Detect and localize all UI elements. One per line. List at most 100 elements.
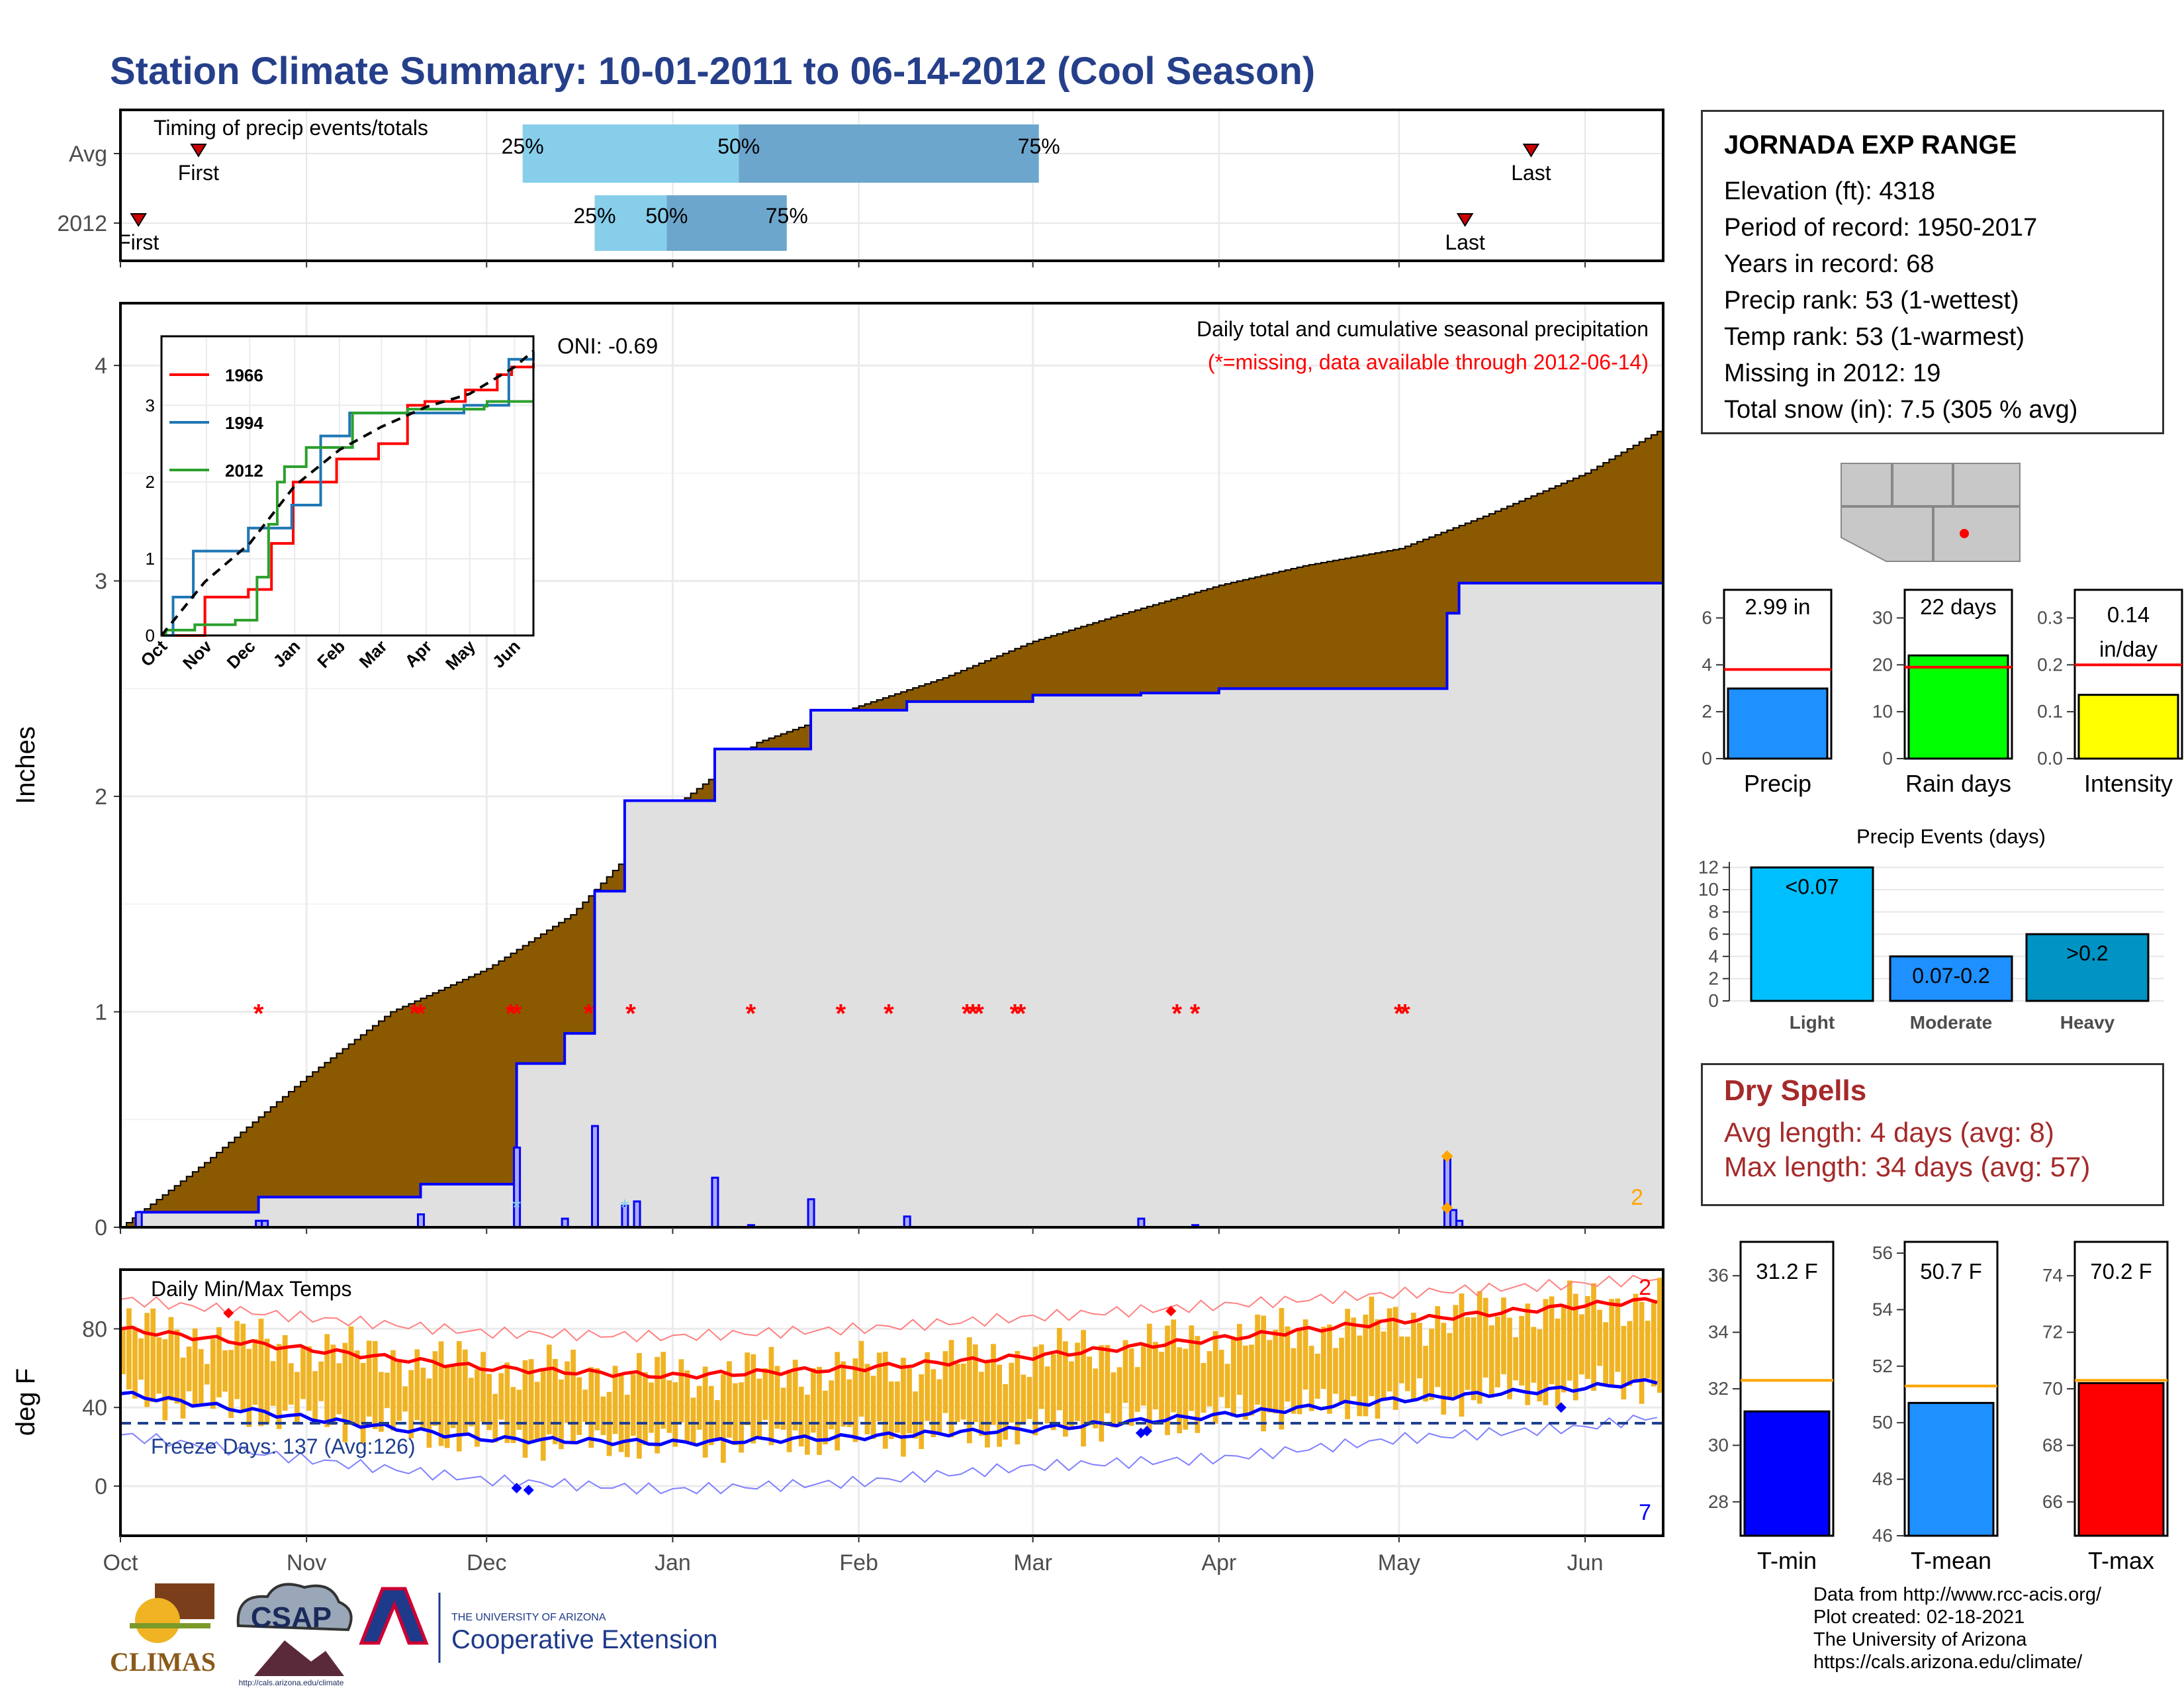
intensity-y-tick-label: 0.1	[2037, 701, 2063, 722]
daily-temp-bar	[1585, 1295, 1590, 1380]
rain-days-label: Rain days	[1905, 770, 2011, 797]
daily-temp-bar	[756, 1378, 762, 1437]
daily-temp-bar	[733, 1383, 738, 1446]
rain-days-y-tick-label: 0	[1882, 748, 1893, 769]
daily-temp-bar	[390, 1350, 396, 1431]
footer-data-source: Data from http://www.rcc-acis.org/	[1813, 1584, 2102, 1605]
daily-temp-bar	[841, 1361, 846, 1427]
daily-temp-bar	[643, 1372, 648, 1446]
daily-temp-bar	[690, 1397, 696, 1446]
temp-y-tick-label: 80	[82, 1317, 107, 1342]
timing-marker-label: First	[178, 161, 219, 185]
daily-temp-bar	[1465, 1317, 1471, 1390]
daily-temp-bar	[1087, 1356, 1092, 1426]
daily-temp-bar	[216, 1327, 222, 1397]
daily-temp-bar	[1627, 1321, 1633, 1386]
partner-logos: CLIMAS CSAP http://cals.arizona.edu/climat…	[110, 1583, 717, 1687]
daily-temp-bar	[1122, 1340, 1128, 1403]
daily-temp-bar	[1201, 1363, 1206, 1413]
daily-temp-bar	[1537, 1329, 1543, 1401]
daily-temp-bar	[811, 1368, 816, 1433]
precip-total-value-bar	[1727, 687, 1829, 760]
daily-precip-bar	[807, 1198, 815, 1229]
daily-temp-bar	[1243, 1345, 1248, 1420]
daily-temp-bar	[1285, 1326, 1291, 1402]
month-tick-label: Nov	[287, 1550, 326, 1575]
timing-bar-25-50	[594, 195, 667, 251]
temp-y-axis-label: deg F	[11, 1368, 40, 1436]
temp-mean-y-tick-label: 48	[1872, 1469, 1893, 1489]
temp-max-y-tick-label: 74	[2042, 1265, 2063, 1286]
daily-temp-bar	[1081, 1330, 1086, 1447]
daily-temp-bar	[330, 1344, 336, 1425]
daily-temp-bar	[1291, 1348, 1297, 1414]
daily-temp-bar	[120, 1329, 126, 1375]
daily-temp-bar	[1134, 1367, 1140, 1412]
rain-days-value-bar	[1907, 654, 2009, 760]
timing-marker-icon	[1456, 213, 1474, 227]
daily-temp-bar	[1177, 1347, 1183, 1434]
daily-temp-bar	[1531, 1327, 1537, 1383]
inset-y-tick-label: 2	[146, 472, 155, 492]
daily-temp-bar	[618, 1375, 624, 1452]
daily-temp-bar	[660, 1352, 666, 1429]
daily-temp-bar	[745, 1352, 750, 1425]
daily-temp-bar	[1056, 1328, 1062, 1411]
daily-temp-bar	[475, 1369, 480, 1447]
daily-temp-bar	[895, 1381, 900, 1433]
daily-temp-bar	[1003, 1383, 1009, 1440]
temp-summary-value-label: 31.2 F	[1756, 1259, 1818, 1284]
month-tick-label: Jan	[655, 1550, 691, 1575]
daily-temp-bar	[559, 1379, 564, 1450]
temp-max-value-bar	[2077, 1382, 2165, 1537]
daily-temp-bar	[637, 1352, 642, 1459]
missing-note: (*=missing, data available through 2012-…	[1208, 350, 1649, 374]
daily-temp-bar	[306, 1346, 312, 1411]
precip-corner-count: 2	[1631, 1185, 1643, 1210]
station-snow: Total snow (in): 7.5 (305 % avg)	[1724, 396, 2078, 424]
avg-min-line	[120, 1378, 1658, 1447]
daily-temp-bar	[444, 1366, 450, 1448]
state-utah	[1892, 463, 1953, 506]
daily-temp-bar	[864, 1364, 870, 1434]
precip-panel-title: Daily total and cumulative seasonal prec…	[1197, 317, 1649, 341]
daily-temp-bar	[402, 1386, 408, 1412]
footer-created: Plot created: 02-18-2021	[1813, 1607, 2025, 1628]
daily-temp-bar	[504, 1362, 510, 1443]
temp-min-y-tick-label: 36	[1708, 1265, 1729, 1286]
daily-temp-bar	[1603, 1322, 1609, 1387]
daily-temp-bar	[829, 1380, 834, 1430]
daily-temp-bar	[1459, 1293, 1465, 1417]
missing-day-marker: *	[884, 1000, 894, 1029]
daily-temp-bar	[516, 1389, 522, 1430]
record-temp-marker	[223, 1307, 234, 1319]
temp-min-value-bar	[1743, 1410, 1831, 1537]
missing-day-marker: *	[974, 1000, 984, 1029]
daily-temp-bar	[1507, 1317, 1512, 1399]
daily-temp-bar	[702, 1366, 708, 1458]
climas-sun-icon	[135, 1598, 180, 1643]
intensity-y-tick-label: 0.3	[2037, 608, 2063, 628]
footer-credits: Data from http://www.rcc-acis.org/ Plot …	[1813, 1583, 2101, 1673]
temp-y-tick-label: 0	[95, 1474, 107, 1499]
daily-temp-bar	[420, 1368, 426, 1429]
daily-temp-bar	[1447, 1333, 1453, 1399]
daily-temp-bar	[1183, 1348, 1189, 1430]
daily-temp-bar	[1153, 1342, 1158, 1410]
precip-panel-border	[119, 302, 1664, 1229]
daily-precip-bar	[711, 1176, 719, 1229]
record-precip-marker	[1441, 1150, 1453, 1162]
temp-min-label: T-min	[1757, 1547, 1817, 1574]
daily-temp-bar	[823, 1390, 828, 1444]
timing-panel-border	[119, 109, 1664, 262]
daily-temp-bar	[1111, 1372, 1116, 1428]
daily-temp-bar	[1411, 1313, 1416, 1402]
daily-temp-bar	[1279, 1308, 1285, 1430]
daily-temp-bar	[469, 1378, 474, 1427]
daily-temp-bar	[492, 1393, 498, 1442]
timing-row-label: 2012	[57, 211, 107, 236]
temp-max-y-tick-label: 68	[2042, 1434, 2063, 1455]
daily-temp-bar	[1572, 1293, 1578, 1401]
daily-temp-bar	[565, 1361, 570, 1423]
daily-temp-bar	[379, 1372, 384, 1432]
